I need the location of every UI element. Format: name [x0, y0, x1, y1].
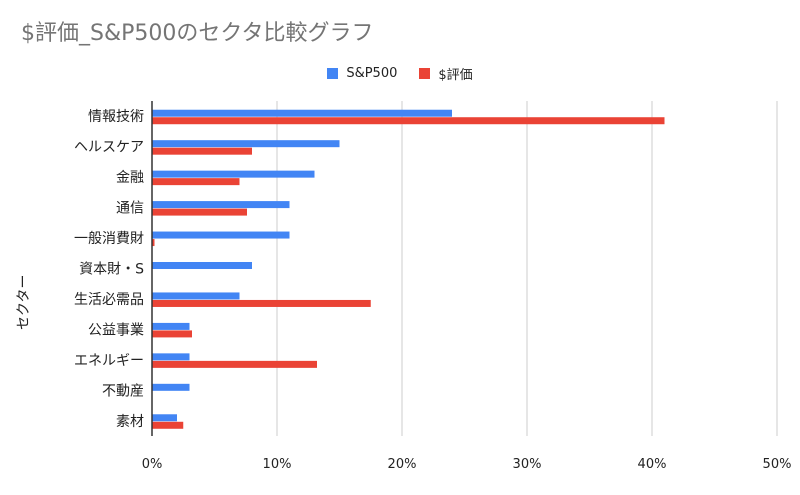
bar-sp500 — [152, 170, 315, 178]
legend: S&P500 $評価 — [0, 64, 800, 83]
legend-item-dollar-valuation: $評価 — [419, 64, 473, 83]
legend-label-sp500: S&P500 — [346, 66, 398, 81]
x-tick-label: 40% — [638, 457, 667, 472]
bar-sp500 — [152, 292, 240, 300]
bar-sp500 — [152, 383, 190, 391]
bar-dollar-valuation — [152, 178, 240, 186]
category-label: 資本財・S — [79, 262, 144, 278]
legend-label-dollar-valuation: $評価 — [438, 68, 473, 83]
chart-title: $評価_S&P500のセクタ比較グラフ — [21, 21, 374, 46]
bar-dollar-valuation — [152, 330, 192, 338]
bar-dollar-valuation — [152, 360, 317, 368]
bar-dollar-valuation — [152, 421, 184, 429]
category-label: 通信 — [116, 201, 144, 217]
bar-sp500 — [152, 201, 290, 209]
bar-dollar-valuation — [152, 299, 371, 307]
x-tick-label: 0% — [142, 457, 163, 472]
bar-sp500 — [152, 262, 252, 269]
bar-sp500 — [152, 231, 290, 239]
category-label: 素材 — [116, 414, 144, 430]
category-label: ヘルスケア — [74, 140, 144, 156]
category-label: 公益事業 — [88, 322, 144, 338]
legend-item-sp500: S&P500 — [327, 64, 397, 83]
category-label: エネルギー — [74, 353, 144, 369]
category-label: 不動産 — [102, 383, 144, 399]
bar-dollar-valuation — [152, 117, 665, 125]
bar-dollar-valuation — [152, 147, 252, 155]
bar-sp500 — [152, 322, 190, 330]
bar-dollar-valuation — [152, 239, 155, 247]
bar-sp500 — [152, 353, 190, 361]
bar-sp500 — [152, 414, 177, 422]
x-tick-label: 10% — [263, 457, 292, 472]
bar-dollar-valuation — [152, 208, 247, 216]
x-tick-label: 20% — [388, 457, 417, 472]
category-label: 金融 — [116, 170, 144, 186]
category-label: 一般消費財 — [74, 231, 144, 247]
category-label: 情報技術 — [88, 109, 144, 125]
legend-swatch-sp500 — [327, 68, 339, 79]
legend-swatch-dollar-valuation — [419, 68, 431, 79]
category-label: 生活必需品 — [74, 292, 144, 308]
bar-sp500 — [152, 140, 340, 148]
bar-sp500 — [152, 109, 452, 117]
x-tick-label: 30% — [513, 457, 542, 472]
x-tick-label: 50% — [763, 457, 792, 472]
